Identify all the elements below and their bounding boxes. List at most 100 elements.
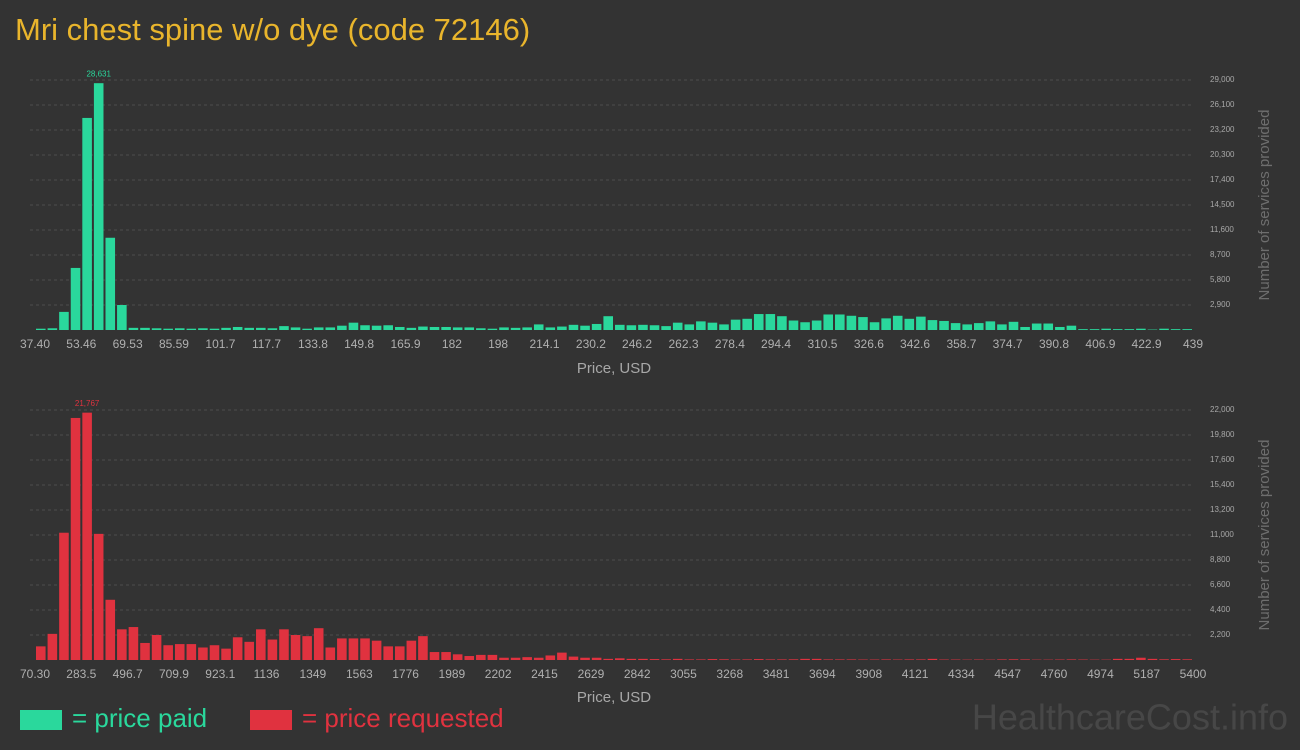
y-tick-label: 6,600 (1210, 580, 1231, 589)
bar (499, 327, 509, 330)
bar (117, 305, 127, 330)
legend-label: = price paid (72, 703, 207, 733)
y-tick-label: 2,900 (1210, 300, 1231, 309)
bar (765, 659, 776, 660)
bar (105, 599, 116, 660)
bar (290, 635, 301, 660)
bar (1159, 659, 1169, 660)
bar (418, 326, 428, 330)
x-tick-label: 358.7 (946, 337, 976, 351)
bar (522, 657, 532, 660)
bar (985, 321, 996, 330)
bar (522, 327, 532, 330)
x-tick-label: 3908 (855, 667, 882, 681)
x-tick-label: 1349 (299, 667, 326, 681)
x-tick-label: 374.7 (993, 337, 1023, 351)
bar (47, 633, 58, 660)
y-tick-label: 5,800 (1210, 275, 1231, 284)
bar (232, 637, 243, 660)
x-tick-label: 230.2 (576, 337, 606, 351)
bar (198, 328, 208, 330)
legend-label: = price requested (302, 703, 504, 733)
bar (1170, 659, 1181, 660)
bar (82, 412, 92, 660)
x-tick-label: 2629 (578, 667, 605, 681)
x-tick-label: 406.9 (1085, 337, 1115, 351)
bar (105, 237, 116, 330)
y-tick-label: 13,200 (1210, 505, 1235, 514)
y-tick-label: 2,200 (1210, 630, 1231, 639)
x-tick-label: 709.9 (159, 667, 189, 681)
x-tick-label: 5187 (1133, 667, 1160, 681)
x-tick-label: 1989 (439, 667, 466, 681)
bar (267, 328, 278, 330)
x-tick-label: 133.8 (298, 337, 328, 351)
bar (117, 629, 127, 660)
x-tick-label: 165.9 (391, 337, 421, 351)
bar (777, 316, 787, 330)
bar (232, 326, 243, 330)
bar (811, 320, 822, 330)
bar (892, 315, 903, 330)
x-tick-label: 246.2 (622, 337, 652, 351)
x-axis-label: Price, USD (577, 360, 651, 377)
bar (638, 324, 648, 330)
bar (1089, 329, 1100, 330)
bar (383, 325, 393, 330)
y-tick-label: 11,600 (1210, 225, 1234, 234)
bar (545, 655, 556, 660)
bar (788, 320, 799, 330)
x-tick-label: 69.53 (113, 337, 143, 351)
bar (615, 324, 625, 330)
bar (244, 327, 255, 330)
bar (59, 532, 69, 660)
bar (256, 327, 266, 330)
bar (418, 636, 428, 660)
x-tick-label: 4334 (948, 667, 975, 681)
bar (823, 314, 834, 330)
y-tick-label: 22,000 (1210, 405, 1235, 414)
chart-title: Mri chest spine w/o dye (code 72146) (15, 12, 530, 47)
bar (244, 641, 255, 660)
bar (174, 328, 185, 330)
bar (36, 328, 46, 330)
bar (997, 324, 1007, 330)
x-tick-label: 53.46 (66, 337, 96, 351)
bar (70, 417, 81, 660)
bar (1182, 329, 1192, 330)
bar (441, 326, 451, 330)
value-label: 28,631 (86, 69, 111, 78)
x-tick-label: 390.8 (1039, 337, 1069, 351)
bar (580, 325, 590, 330)
bar (904, 318, 915, 330)
bar (371, 640, 382, 660)
bar (140, 642, 150, 660)
bar (1055, 326, 1065, 330)
bar (337, 638, 347, 660)
bar (1170, 329, 1181, 330)
bar (591, 657, 602, 660)
x-tick-label: 3694 (809, 667, 836, 681)
bar (82, 117, 92, 331)
bar (452, 654, 463, 660)
bar (811, 658, 822, 660)
bar (1078, 329, 1088, 330)
bar (684, 659, 695, 660)
bar (59, 311, 69, 330)
bar (221, 648, 231, 660)
bar (533, 657, 544, 660)
x-tick-label: 1563 (346, 667, 373, 681)
bar (279, 629, 289, 660)
bar (707, 322, 718, 330)
x-tick-label: 198 (488, 337, 508, 351)
x-tick-label: 1136 (254, 667, 280, 681)
bar (429, 326, 440, 330)
bar (70, 267, 81, 330)
bar (603, 658, 613, 660)
bar (1112, 658, 1123, 660)
x-tick-label: 439 (1183, 337, 1203, 351)
bar (696, 321, 706, 330)
bar (371, 325, 382, 330)
bar (151, 635, 162, 660)
bar (742, 318, 752, 330)
